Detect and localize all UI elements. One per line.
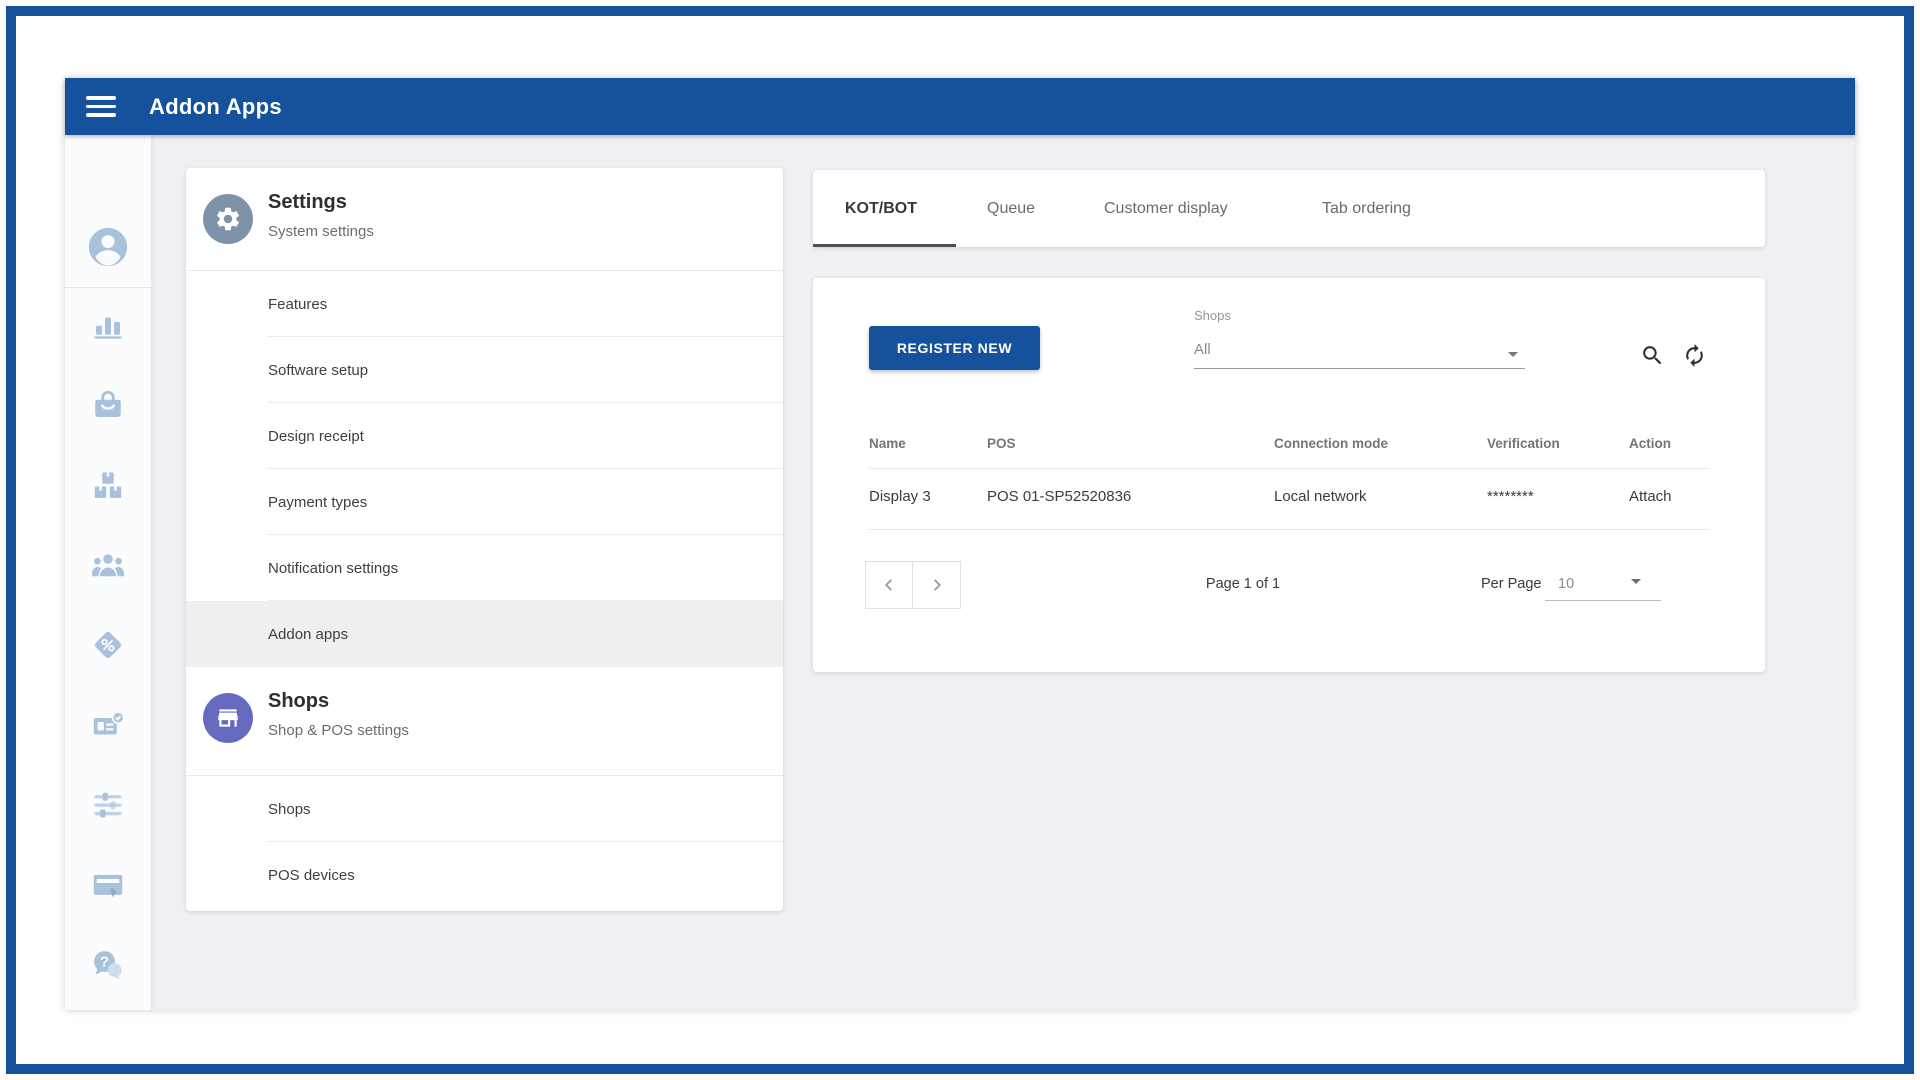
next-page-button[interactable] (913, 561, 961, 609)
svg-text:?: ? (100, 954, 109, 971)
panel-item-label: Shops (268, 800, 311, 818)
register-new-button[interactable]: REGISTER NEW (869, 326, 1040, 370)
discount-tag-icon (94, 631, 122, 659)
sidebar-item-inventory[interactable] (65, 457, 151, 513)
per-page-label: Per Page (1481, 576, 1542, 592)
shops-avatar (203, 693, 253, 743)
tab-kot-bot[interactable]: KOT/BOT (845, 199, 917, 217)
page-title: Addon Apps (149, 93, 282, 119)
panel-item-design-receipt[interactable]: Design receipt (186, 403, 783, 469)
bar-chart-icon (94, 317, 122, 339)
panel-item-features[interactable]: Features (186, 271, 783, 337)
icon-sidebar: ? (65, 135, 151, 1010)
panel-item-notification-settings[interactable]: Notification settings (186, 535, 783, 601)
storefront-icon (218, 709, 238, 727)
help-chat-icon: ? (94, 951, 122, 980)
cell-connection-mode: Local network (1274, 488, 1367, 505)
app-header: Addon Apps (65, 78, 1855, 135)
column-header-action: Action (1629, 436, 1671, 451)
table-row-divider (869, 529, 1709, 530)
tab-customer-display[interactable]: Customer display (1104, 199, 1228, 217)
tabs-bar: KOT/BOT Queue Customer display Tab order… (813, 170, 1765, 247)
settings-panel: Settings System settings Features Softwa… (186, 168, 783, 911)
pagination-controls (865, 561, 961, 609)
sidebar-item-discounts[interactable] (65, 617, 151, 673)
shops-filter-label: Shops (1194, 308, 1231, 323)
section-subtitle: Shop & POS settings (268, 722, 409, 739)
kot-bot-content: REGISTER NEW Shops All Name POS Connecti… (813, 278, 1765, 672)
panel-item-label: Notification settings (268, 559, 399, 577)
page-info-text: Page 1 of 1 (1205, 576, 1281, 592)
sidebar-item-payments[interactable] (65, 857, 151, 913)
search-button[interactable] (1637, 340, 1667, 370)
cell-pos: POS 01-SP52520836 (987, 488, 1132, 505)
sliders-icon (94, 792, 122, 818)
panel-item-label: POS devices (268, 866, 355, 884)
panel-item-shops[interactable]: Shops (186, 776, 783, 842)
panel-item-label: Addon apps (268, 625, 349, 643)
refresh-button[interactable] (1679, 340, 1709, 370)
per-page-caret-icon[interactable] (1631, 579, 1641, 584)
section-header-settings: Settings System settings (186, 168, 783, 271)
per-page-select[interactable]: 10 (1558, 576, 1575, 592)
sidebar-item-customers[interactable] (65, 537, 151, 593)
panel-item-addon-apps[interactable]: Addon apps (186, 601, 783, 667)
refresh-icon (1685, 343, 1703, 367)
shops-filter-select[interactable]: All (1194, 341, 1211, 358)
column-header-verification: Verification (1487, 436, 1560, 451)
app-window: Addon Apps ? (65, 78, 1855, 1010)
sidebar-item-preferences[interactable] (65, 777, 151, 833)
customers-group-icon (92, 554, 124, 577)
payment-card-icon (93, 874, 123, 898)
shopping-bag-icon (95, 390, 121, 417)
section-title: Settings (268, 191, 347, 213)
inventory-boxes-icon (94, 472, 122, 498)
sidebar-item-licenses[interactable] (65, 697, 151, 753)
panel-item-software-setup[interactable]: Software setup (186, 337, 783, 403)
sidebar-divider (65, 287, 151, 288)
cell-name: Display 3 (869, 488, 931, 505)
panel-item-label: Software setup (268, 361, 369, 379)
section-header-shops: Shops Shop & POS settings (186, 667, 783, 776)
settings-avatar (203, 194, 253, 244)
section-subtitle: System settings (268, 223, 374, 240)
per-page-underline (1545, 600, 1661, 601)
user-avatar-icon (88, 227, 128, 267)
panel-item-label: Features (268, 295, 328, 313)
sidebar-item-reports[interactable] (65, 297, 151, 353)
hamburger-menu-icon[interactable] (86, 91, 116, 122)
chevron-left-icon (884, 579, 892, 591)
panel-item-label: Design receipt (268, 427, 364, 445)
shops-filter-caret-icon[interactable] (1508, 352, 1518, 357)
sidebar-item-profile[interactable] (65, 219, 151, 275)
panel-item-pos-devices[interactable]: POS devices (186, 842, 783, 908)
column-header-name: Name (869, 436, 906, 451)
main-area: Settings System settings Features Softwa… (151, 135, 1855, 1010)
previous-page-button[interactable] (865, 561, 913, 609)
shops-filter-underline (1194, 368, 1525, 369)
gear-icon (217, 207, 239, 231)
sidebar-item-help[interactable]: ? (65, 937, 151, 993)
attach-action-link[interactable]: Attach (1629, 488, 1672, 505)
tab-tab-ordering[interactable]: Tab ordering (1322, 199, 1411, 217)
cell-verification: ******** (1487, 488, 1534, 505)
tab-queue[interactable]: Queue (987, 199, 1036, 217)
id-card-verified-icon (93, 711, 125, 735)
table-header-divider (869, 468, 1709, 469)
sidebar-item-sales[interactable] (65, 377, 151, 433)
search-icon (1642, 345, 1661, 364)
column-header-pos: POS (987, 436, 1016, 451)
active-tab-indicator (813, 244, 956, 247)
panel-item-payment-types[interactable]: Payment types (186, 469, 783, 535)
chevron-right-icon (933, 579, 941, 591)
section-title: Shops (268, 690, 330, 712)
panel-item-label: Payment types (268, 493, 368, 511)
column-header-connection-mode: Connection mode (1274, 436, 1388, 451)
